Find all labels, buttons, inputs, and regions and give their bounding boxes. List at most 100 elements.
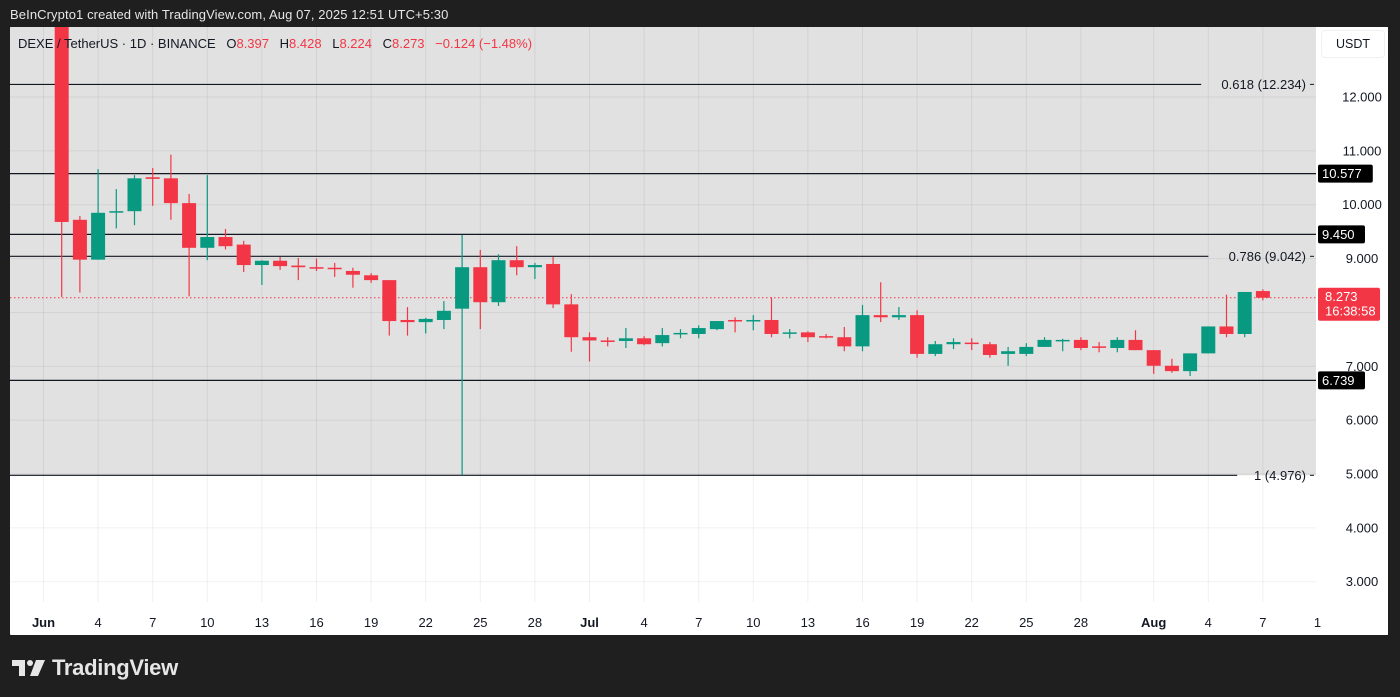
candle-up[interactable] — [855, 315, 870, 347]
candle-up[interactable] — [436, 310, 451, 320]
candle-up[interactable] — [746, 319, 761, 322]
price-tick-label: 11.000 — [1343, 143, 1382, 158]
price-tick-label: 3.000 — [1346, 574, 1379, 589]
candle-up[interactable] — [928, 344, 943, 354]
time-tick-label: 10 — [746, 615, 760, 630]
candle-down[interactable] — [182, 203, 197, 248]
candle-up[interactable] — [1183, 353, 1198, 372]
candle-down[interactable] — [564, 304, 579, 338]
candle-up[interactable] — [109, 211, 124, 213]
candle-down[interactable] — [218, 237, 233, 247]
candle-down[interactable] — [382, 280, 397, 322]
price-axis[interactable] — [1316, 27, 1388, 635]
high-value: 8.428 — [289, 36, 322, 51]
candle-down[interactable] — [145, 177, 160, 179]
candle-up[interactable] — [1001, 351, 1016, 354]
candle-up[interactable] — [655, 335, 670, 344]
candle-down[interactable] — [1092, 346, 1107, 348]
candle-down[interactable] — [800, 332, 815, 338]
time-tick-label: 25 — [473, 615, 487, 630]
candle-down[interactable] — [273, 260, 288, 267]
close-label: C — [382, 36, 392, 51]
level-price-badge — [1318, 225, 1365, 244]
candle-down[interactable] — [236, 244, 251, 266]
candle-down[interactable] — [163, 178, 178, 204]
candle-down[interactable] — [400, 319, 415, 323]
candle-up[interactable] — [127, 178, 142, 212]
candle-up[interactable] — [673, 332, 688, 335]
time-tick-label: 25 — [1019, 615, 1033, 630]
price-tick-label: 7.000 — [1346, 359, 1379, 374]
candle-up[interactable] — [418, 318, 433, 323]
candle-up[interactable] — [455, 267, 470, 309]
fib-level-label: 1 (4.976) — [1254, 468, 1306, 483]
currency-button[interactable]: USDT — [1322, 31, 1384, 57]
candle-down[interactable] — [364, 275, 379, 281]
candle-up[interactable] — [1055, 339, 1070, 342]
symbol-title[interactable]: DEXE / TetherUS · 1D · BINANCE — [18, 36, 216, 51]
time-tick-label: Jun — [32, 615, 55, 630]
candle-down[interactable] — [509, 260, 524, 268]
candle-down[interactable] — [327, 267, 342, 270]
level-price-label: 9.450 — [1322, 227, 1355, 242]
candle-down[interactable] — [1146, 350, 1161, 366]
candle-down[interactable] — [964, 342, 979, 345]
candle-down[interactable] — [1255, 291, 1270, 298]
time-tick-label: Aug — [1141, 615, 1166, 630]
change-value: −0.124 (−1.48%) — [435, 36, 533, 51]
candle-down[interactable] — [764, 319, 779, 334]
candle-down[interactable] — [600, 340, 615, 342]
candle-up[interactable] — [1037, 339, 1052, 347]
time-tick-label: 16 — [855, 615, 869, 630]
chart-panel[interactable]: 3.000 4.000 5.000 6.000 7.000 9.000 10.000 11.0… — [10, 27, 1388, 635]
candle-down[interactable] — [873, 315, 888, 318]
candle-down[interactable] — [291, 265, 306, 268]
candle-up[interactable] — [254, 260, 269, 266]
candle-down[interactable] — [1164, 365, 1179, 372]
time-tick-label: 13 — [255, 615, 269, 630]
candle-down[interactable] — [1219, 326, 1234, 334]
close-value: 8.273 — [392, 36, 425, 51]
candle-down[interactable] — [309, 267, 324, 269]
candle-up[interactable] — [527, 265, 542, 268]
candle-down[interactable] — [582, 337, 597, 341]
candle-up[interactable] — [1110, 339, 1125, 348]
candle-up[interactable] — [782, 332, 797, 334]
candle-down[interactable] — [982, 344, 997, 355]
candle-up[interactable] — [1201, 326, 1216, 354]
candle-up[interactable] — [891, 315, 906, 318]
open-label: O — [226, 36, 237, 51]
candle-down[interactable] — [819, 336, 834, 338]
candle-down[interactable] — [345, 270, 360, 275]
time-tick-label: 13 — [801, 615, 815, 630]
candle-down[interactable] — [72, 219, 87, 260]
candle-up[interactable] — [946, 342, 961, 345]
candle-down[interactable] — [1128, 339, 1143, 351]
candle-up[interactable] — [91, 212, 106, 260]
candle-up[interactable] — [1237, 291, 1252, 334]
candle-down[interactable] — [728, 319, 743, 322]
candle-down[interactable] — [546, 263, 561, 305]
candle-up[interactable] — [200, 237, 215, 248]
tradingview-logo[interactable]: TradingView — [12, 655, 178, 681]
price-tick-label: 9.000 — [1346, 251, 1379, 266]
time-tick-label: 4 — [94, 615, 101, 630]
bar-countdown-label: 16:38:58 — [1325, 304, 1376, 319]
candle-down[interactable] — [910, 315, 925, 354]
level-price-label: 6.739 — [1322, 373, 1355, 388]
candle-down[interactable] — [637, 338, 652, 345]
fib-level-label: 0.786 (9.042) — [1229, 249, 1306, 264]
candle-up[interactable] — [709, 321, 724, 330]
time-tick-label: 28 — [528, 615, 542, 630]
candle-up[interactable] — [1019, 346, 1034, 354]
candle-up[interactable] — [491, 260, 506, 303]
candle-down[interactable] — [1073, 339, 1088, 348]
level-price-label: 10.577 — [1322, 166, 1362, 181]
candle-up[interactable] — [618, 338, 633, 341]
candle-down[interactable] — [54, 27, 69, 222]
time-tick-label: 28 — [1074, 615, 1088, 630]
candle-down[interactable] — [837, 337, 852, 347]
candlestick-chart[interactable]: 3.000 4.000 5.000 6.000 7.000 9.000 10.000 11.0… — [10, 27, 1388, 635]
candle-up[interactable] — [691, 328, 706, 334]
candle-down[interactable] — [473, 267, 488, 303]
